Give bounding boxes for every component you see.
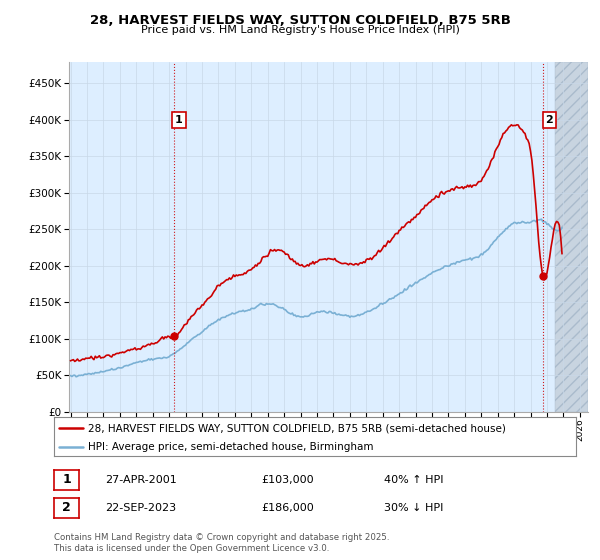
Text: Contains HM Land Registry data © Crown copyright and database right 2025.
This d: Contains HM Land Registry data © Crown c… xyxy=(54,533,389,553)
Text: 30% ↓ HPI: 30% ↓ HPI xyxy=(384,503,443,513)
Text: 2: 2 xyxy=(545,115,553,125)
Text: 1: 1 xyxy=(62,473,71,487)
Text: 22-SEP-2023: 22-SEP-2023 xyxy=(105,503,176,513)
Bar xyxy=(555,62,588,412)
Text: 1: 1 xyxy=(175,115,183,125)
Text: 28, HARVEST FIELDS WAY, SUTTON COLDFIELD, B75 5RB: 28, HARVEST FIELDS WAY, SUTTON COLDFIELD… xyxy=(89,14,511,27)
Text: £103,000: £103,000 xyxy=(261,475,314,485)
Text: HPI: Average price, semi-detached house, Birmingham: HPI: Average price, semi-detached house,… xyxy=(88,442,373,452)
Text: Price paid vs. HM Land Registry's House Price Index (HPI): Price paid vs. HM Land Registry's House … xyxy=(140,25,460,35)
Text: 40% ↑ HPI: 40% ↑ HPI xyxy=(384,475,443,485)
Text: £186,000: £186,000 xyxy=(261,503,314,513)
Text: 2: 2 xyxy=(62,501,71,515)
Text: 27-APR-2001: 27-APR-2001 xyxy=(105,475,177,485)
Bar xyxy=(555,62,588,412)
Text: 28, HARVEST FIELDS WAY, SUTTON COLDFIELD, B75 5RB (semi-detached house): 28, HARVEST FIELDS WAY, SUTTON COLDFIELD… xyxy=(88,424,506,434)
